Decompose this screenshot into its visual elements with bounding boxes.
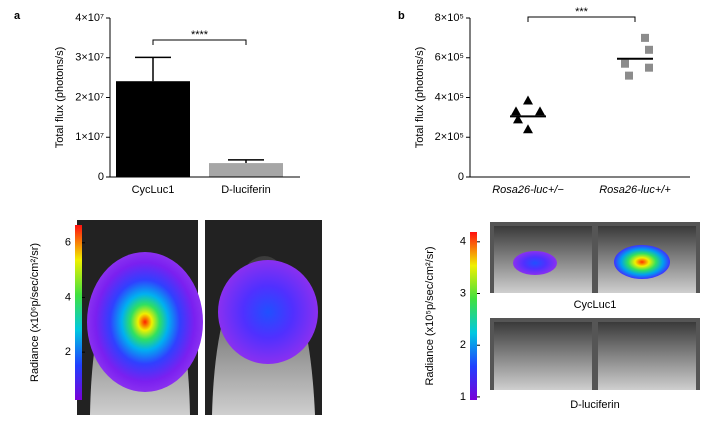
y-tick-label: 4×10⁵ <box>435 91 464 103</box>
colorbar-tick-label: 2 <box>65 346 71 358</box>
colorbar-tick-label: 3 <box>460 287 466 299</box>
y-tick-label: 2×10⁵ <box>435 131 464 143</box>
point <box>645 45 653 54</box>
panel-label: a <box>14 10 21 22</box>
mouse <box>598 322 696 390</box>
image-caption: CycLuc1 <box>574 299 617 311</box>
y-tick-label: 8×10⁵ <box>435 12 464 24</box>
significance-bracket <box>152 39 247 45</box>
point <box>523 124 533 134</box>
point <box>625 71 633 80</box>
y-tick-label: 3×10⁷ <box>75 52 104 64</box>
significance-label: **** <box>191 29 209 41</box>
y-tick-label: 0 <box>98 171 104 183</box>
y-tick-label: 2×10⁷ <box>75 91 104 103</box>
signal <box>513 251 557 275</box>
colorbar-tick-label: 4 <box>460 236 466 248</box>
y-tick-label: 0 <box>458 171 464 183</box>
colorbar-label: Radiance (x10⁵p/sec/cm²/sr) <box>424 246 436 385</box>
bar <box>116 81 190 177</box>
colorbar-label: Radiance (x10⁶p/sec/cm²/sr) <box>29 243 41 382</box>
image-caption: D-luciferin <box>570 399 620 411</box>
significance-bracket <box>527 16 636 22</box>
y-tick-label: 4×10⁷ <box>75 12 104 24</box>
point <box>621 59 629 68</box>
y-axis-label: Total flux (photons/s) <box>54 47 66 149</box>
x-tick-label: D-luciferin <box>221 184 271 196</box>
x-tick-label: Rosa26-luc+/− <box>492 184 564 196</box>
colorbar <box>470 232 477 400</box>
mouse <box>494 322 592 390</box>
signal <box>218 260 318 364</box>
signal <box>87 252 203 392</box>
panel-label: b <box>398 10 405 22</box>
bar <box>209 163 283 177</box>
colorbar-tick-label: 6 <box>65 237 71 249</box>
colorbar-tick-label: 1 <box>460 391 466 403</box>
point <box>535 106 545 116</box>
point <box>523 95 533 105</box>
point <box>641 33 649 42</box>
y-tick-label: 6×10⁵ <box>435 52 464 64</box>
photos <box>77 220 700 415</box>
x-tick-label: Rosa26-luc+/+ <box>599 184 671 196</box>
point <box>511 106 521 116</box>
x-tick-label: CycLuc1 <box>132 184 175 196</box>
point <box>645 63 653 72</box>
y-tick-label: 1×10⁷ <box>75 131 104 143</box>
colorbar-tick-label: 2 <box>460 339 466 351</box>
colorbar-tick-label: 4 <box>65 291 71 303</box>
significance-label: *** <box>575 6 589 18</box>
y-axis-label: Total flux (photons/s) <box>414 47 426 149</box>
signal <box>614 245 670 279</box>
colorbar <box>75 225 82 400</box>
point <box>513 114 523 124</box>
